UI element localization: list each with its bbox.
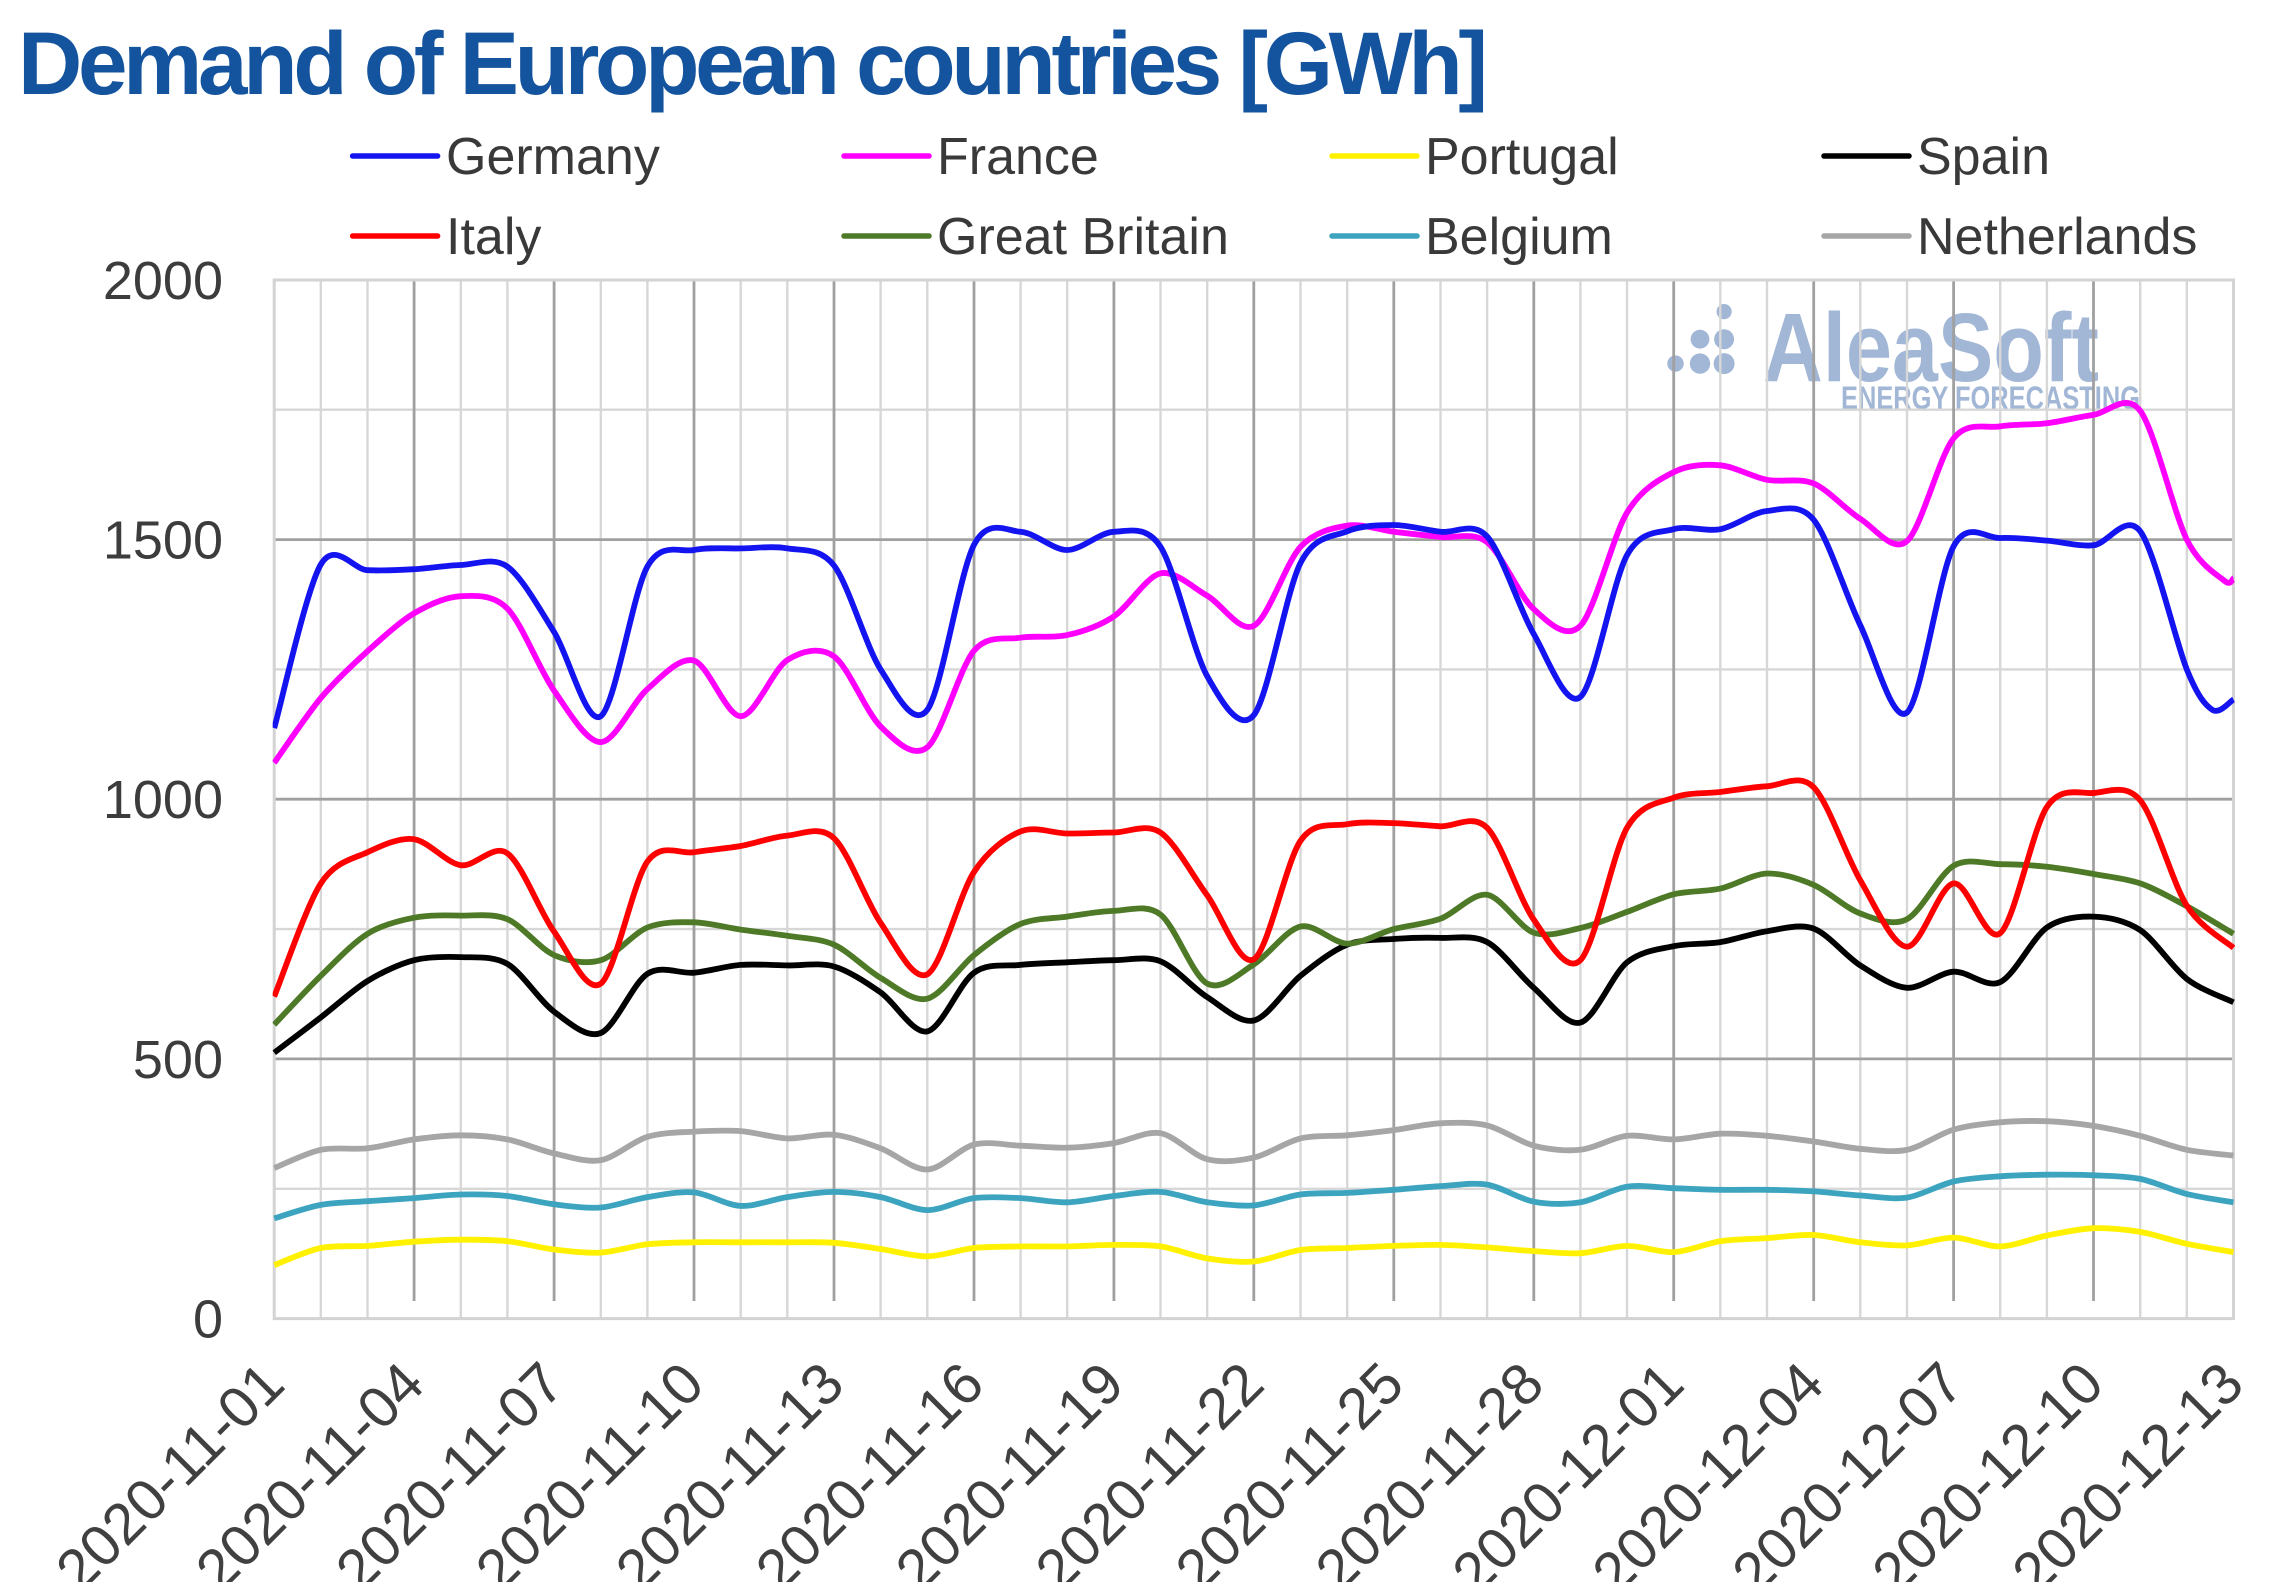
svg-text:Demand of European countries [: Demand of European countries [GWh]: [18, 13, 1484, 113]
svg-text:Italy: Italy: [446, 208, 541, 266]
svg-text:0: 0: [193, 1290, 223, 1350]
svg-text:1500: 1500: [103, 511, 223, 571]
svg-text:Netherlands: Netherlands: [1917, 208, 2197, 266]
svg-text:Great Britain: Great Britain: [937, 208, 1229, 266]
svg-text:Spain: Spain: [1917, 128, 2050, 186]
svg-text:AleaSoft: AleaSoft: [1763, 293, 2099, 402]
svg-text:Belgium: Belgium: [1425, 208, 1613, 266]
svg-text:500: 500: [133, 1030, 223, 1090]
svg-text:France: France: [937, 128, 1099, 186]
svg-text:1000: 1000: [103, 770, 223, 830]
svg-text:Germany: Germany: [446, 128, 660, 186]
svg-text:2000: 2000: [103, 251, 223, 311]
svg-text:Portugal: Portugal: [1425, 128, 1619, 186]
